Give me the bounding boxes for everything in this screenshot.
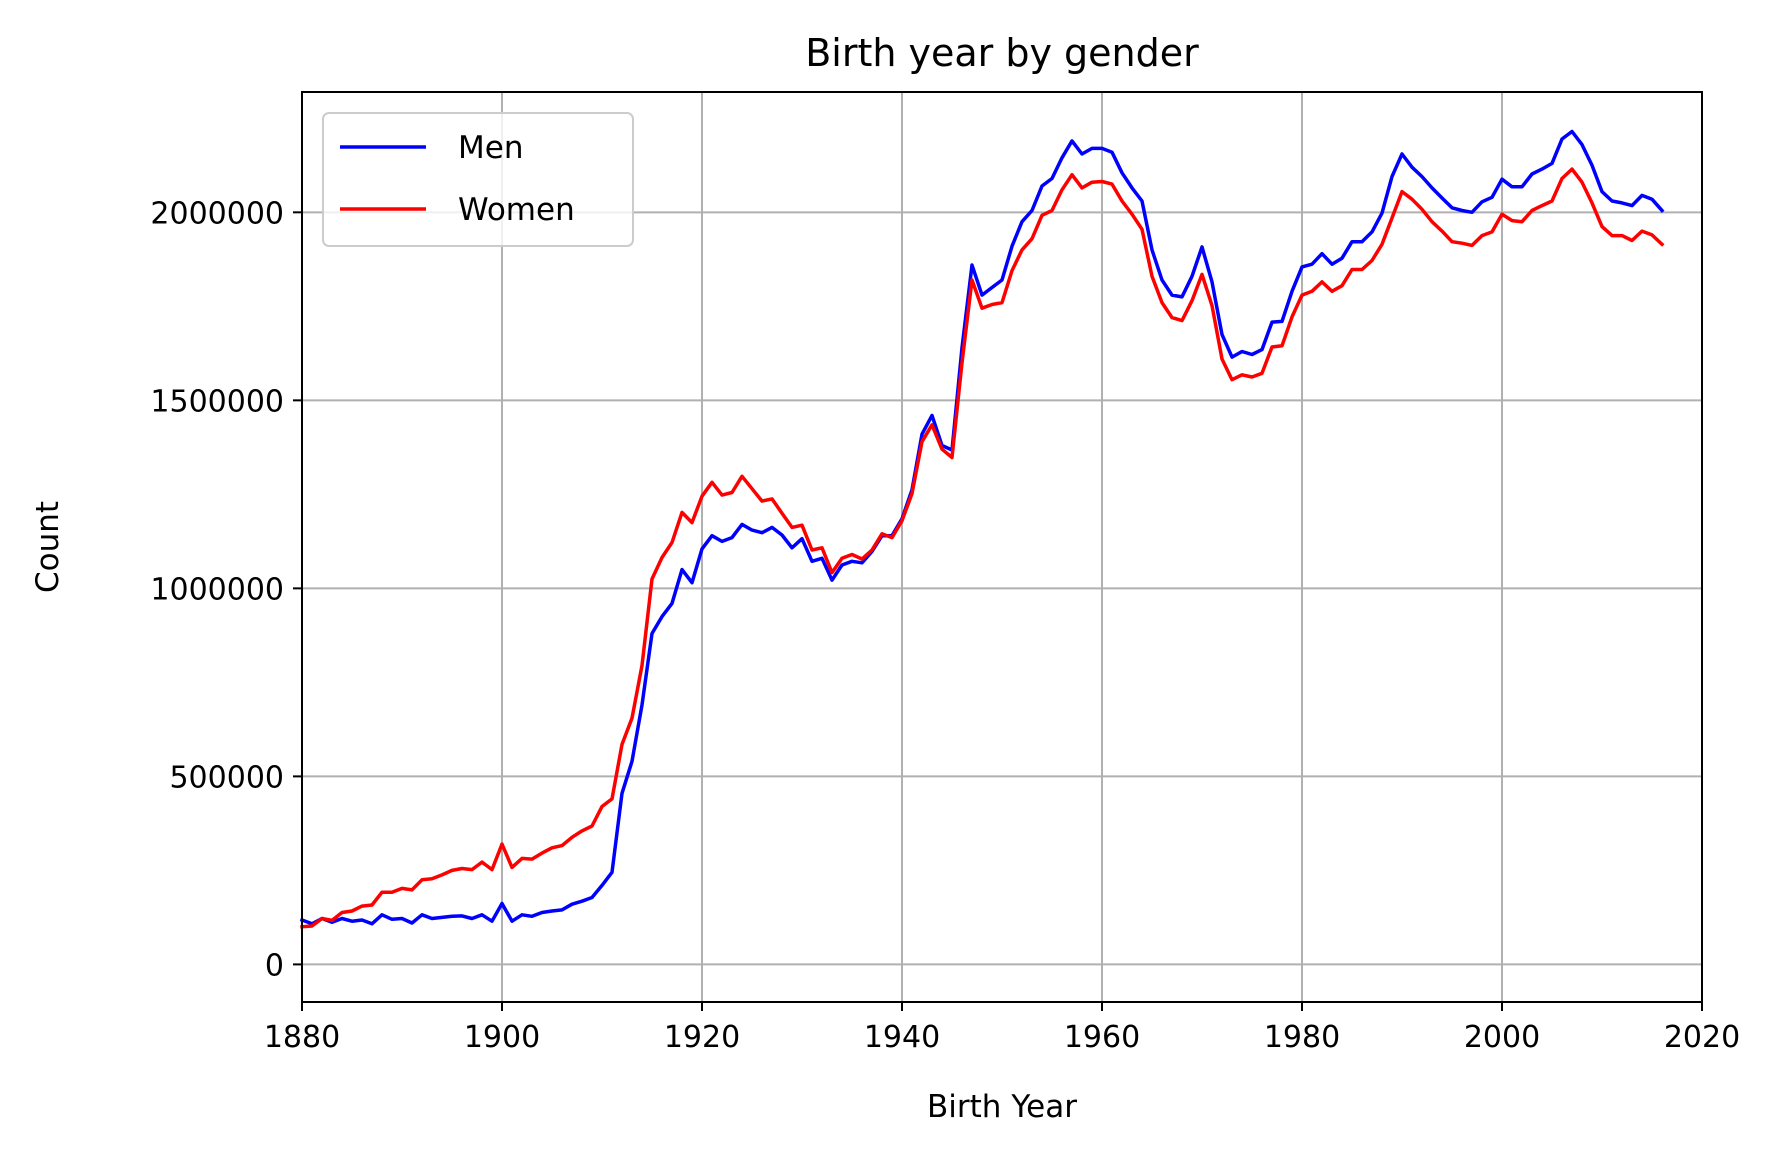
legend: Men Women: [322, 112, 634, 247]
plot-area: [299, 91, 1703, 1003]
x-tick-label: 1920: [664, 1020, 740, 1055]
x-tick-label: 1940: [864, 1020, 940, 1055]
x-axis-ticks: 1880 1900 1920 1940 1960 1980 2000 2020: [264, 1002, 1740, 1055]
y-tick-label: 2000000: [150, 196, 284, 231]
y-axis-ticks: 0 500000 1000000 1500000 2000000: [150, 196, 302, 983]
y-tick-label: 1500000: [150, 384, 284, 419]
series-line-men: [299, 129, 1665, 926]
y-axis-label: Count: [30, 501, 66, 593]
legend-label-women: Women: [458, 192, 575, 228]
x-axis-label: Birth Year: [927, 1089, 1077, 1125]
chart-title: Birth year by gender: [805, 31, 1199, 75]
x-tick-label: 1980: [1264, 1020, 1340, 1055]
y-tick-label: 0: [265, 948, 284, 983]
x-tick-label: 1960: [1064, 1020, 1140, 1055]
x-tick-label: 1880: [264, 1020, 340, 1055]
x-tick-label: 1900: [464, 1020, 540, 1055]
y-tick-label: 1000000: [150, 572, 284, 607]
axes-frame: [301, 91, 1703, 1003]
y-tick-label: 500000: [169, 760, 284, 795]
series-line-women: [300, 167, 1665, 929]
x-tick-label: 2020: [1664, 1020, 1740, 1055]
series-lines: [299, 129, 1665, 929]
x-tick-label: 2000: [1464, 1020, 1540, 1055]
legend-label-men: Men: [458, 130, 523, 166]
